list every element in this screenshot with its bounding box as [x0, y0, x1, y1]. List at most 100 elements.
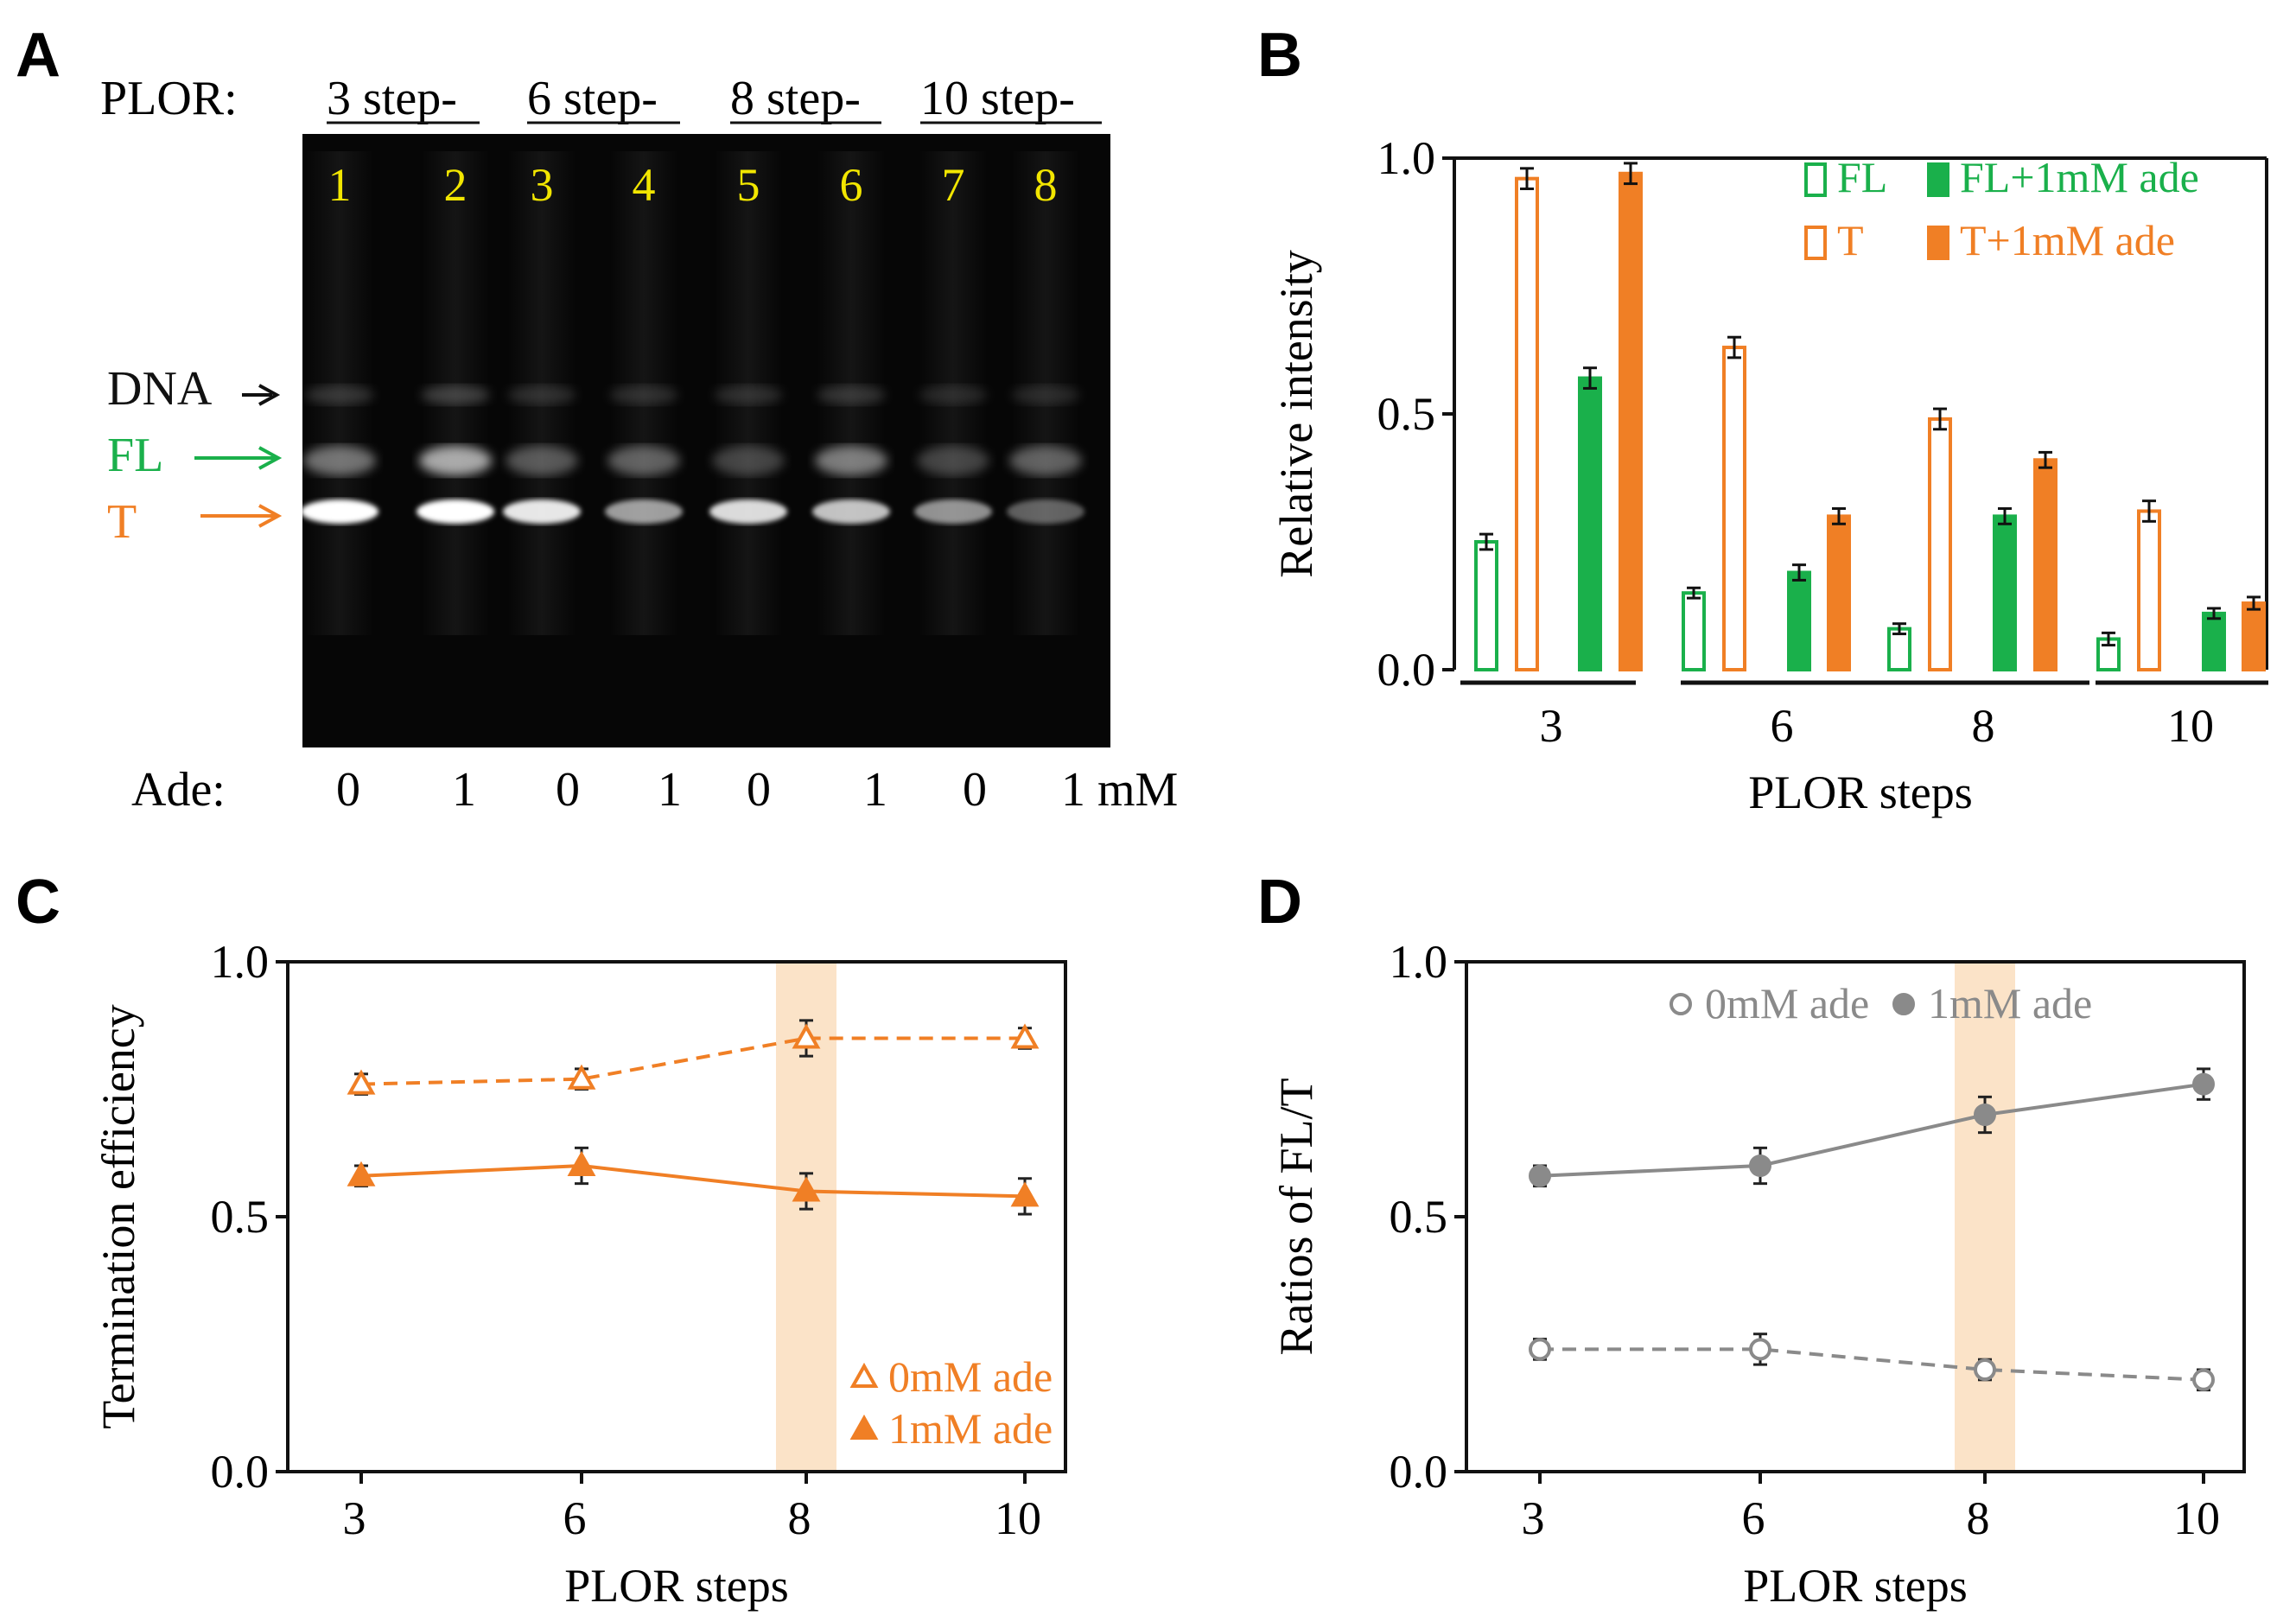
x-axis-label: PLOR steps [564, 1560, 789, 1612]
t-band [812, 499, 890, 524]
x-tick-label: 10 [2167, 700, 2214, 752]
ade-value: 0 [747, 763, 771, 817]
lane-numbers: 1 2 3 4 5 6 7 8 [328, 159, 1058, 211]
y-axis-label: Termination efficiency [92, 1004, 144, 1429]
bar [1928, 417, 1952, 671]
t-band [301, 499, 378, 524]
series-line [1540, 1347, 2204, 1382]
data-point [347, 1161, 376, 1186]
panel-d: D 0.0 0.5 1.0 Ratios of FL/T PLOR steps 3 6 8 10… [1257, 868, 2246, 1612]
lane-number: 4 [633, 159, 656, 211]
legend-marker [849, 1414, 879, 1440]
y-tick-label: 0.5 [211, 1191, 270, 1243]
data-point [792, 1023, 821, 1049]
legend-label: 1mM ade [1928, 979, 2092, 1027]
x-axis-label: PLOR steps [1748, 766, 1973, 818]
y-tick-label: 0.0 [211, 1446, 270, 1498]
plot-frame [1465, 960, 2246, 1473]
data-point [1974, 1104, 1996, 1126]
bar [2137, 509, 2161, 671]
t-label: T [107, 495, 137, 549]
bar [1619, 171, 1643, 671]
t-band [503, 499, 581, 524]
lane-number: 7 [942, 159, 965, 211]
lane-number: 8 [1034, 159, 1058, 211]
ade-value: 1 [658, 763, 682, 817]
panel-b-label: B [1257, 21, 1302, 90]
fl-label: FL [107, 429, 163, 482]
t-band [1007, 499, 1084, 524]
chart-d: 0.0 0.5 1.0 Ratios of FL/T PLOR steps 3 6 8 10 0m… [1270, 936, 2246, 1612]
x-tick-label: 10 [2173, 1492, 2220, 1544]
lane-number: 6 [840, 159, 863, 211]
bar [1722, 346, 1746, 671]
legend-swatch [1927, 162, 1949, 197]
dna-band-marker: DNA [107, 362, 281, 416]
fl-band-marker: FL [107, 429, 283, 482]
y-axis-label: Relative intensity [1270, 250, 1322, 577]
t-band [709, 499, 787, 524]
fl-band [607, 446, 680, 475]
x-tick-label: 3 [343, 1492, 366, 1544]
dna-band [609, 385, 678, 404]
chart-b: 0.0 0.5 1.0 Relative intensity PLOR steps 3 6 8… [1270, 132, 2268, 818]
bar [1827, 514, 1851, 672]
data-point [1529, 1164, 1551, 1187]
data-point [792, 1176, 821, 1202]
legend-label: T+1mM ade [1960, 216, 2175, 264]
series-line [360, 1163, 1026, 1199]
ade-value: 1 [863, 763, 887, 817]
bar [1682, 591, 1706, 672]
panel-a: A PLOR: 3 step- 6 step- 8 step- 10 step- 1 2… [16, 21, 1178, 817]
panel-c-label: C [16, 868, 60, 937]
fl-band [419, 446, 492, 475]
y-tick-label: 0.5 [1377, 388, 1436, 440]
lane-number: 5 [737, 159, 760, 211]
panel-c: C 0.0 0.5 1.0 Termination efficiency PLOR st… [16, 868, 1067, 1612]
data-point [1529, 1338, 1551, 1361]
panel-a-label: A [16, 21, 60, 90]
x-tick-label: 3 [1522, 1492, 1545, 1544]
bar [2242, 601, 2266, 671]
data-point [1010, 1181, 1040, 1207]
legend-swatch [1804, 162, 1827, 197]
lane-number: 2 [444, 159, 467, 211]
x-tick-label: 8 [1972, 700, 1995, 752]
data-point [1749, 1338, 1771, 1361]
legend-label: 0mM ade [1705, 979, 1869, 1027]
legend-label: FL [1837, 153, 1887, 201]
fl-band [303, 446, 376, 475]
step-group-label: 8 step- [730, 72, 861, 125]
fl-band [712, 446, 785, 475]
y-axis-label: Ratios of FL/T [1270, 1078, 1322, 1355]
x-tick-label: 6 [563, 1492, 587, 1544]
ade-label: Ade: [131, 763, 226, 817]
x-tick-label: 8 [1967, 1492, 1990, 1544]
x-tick-label: 8 [788, 1492, 811, 1544]
lane-number: 3 [531, 159, 554, 211]
t-band [417, 499, 494, 524]
ade-value: 0 [963, 763, 987, 817]
legend-marker [1892, 993, 1915, 1015]
dna-arrow-icon [258, 384, 281, 406]
data-point [2192, 1368, 2215, 1391]
plot-frame [286, 960, 1067, 1473]
bar [1515, 176, 1539, 671]
bar [1993, 514, 2017, 672]
data-point [567, 1064, 596, 1090]
dna-band [421, 385, 490, 404]
bar [1578, 376, 1602, 671]
ade-value: 1 mM [1061, 763, 1178, 817]
dna-band [1011, 385, 1080, 404]
data-point [1010, 1023, 1040, 1049]
data-point [1974, 1358, 1996, 1381]
x-tick-label: 10 [995, 1492, 1041, 1544]
dna-band [305, 385, 374, 404]
legend-label: T [1837, 216, 1864, 264]
step-group-label: 10 step- [920, 72, 1075, 125]
legend-label: FL+1mM ade [1960, 153, 2199, 201]
x-tick-label: 6 [1742, 1492, 1765, 1544]
bar [2033, 458, 2057, 672]
panel-d-label: D [1257, 868, 1302, 937]
